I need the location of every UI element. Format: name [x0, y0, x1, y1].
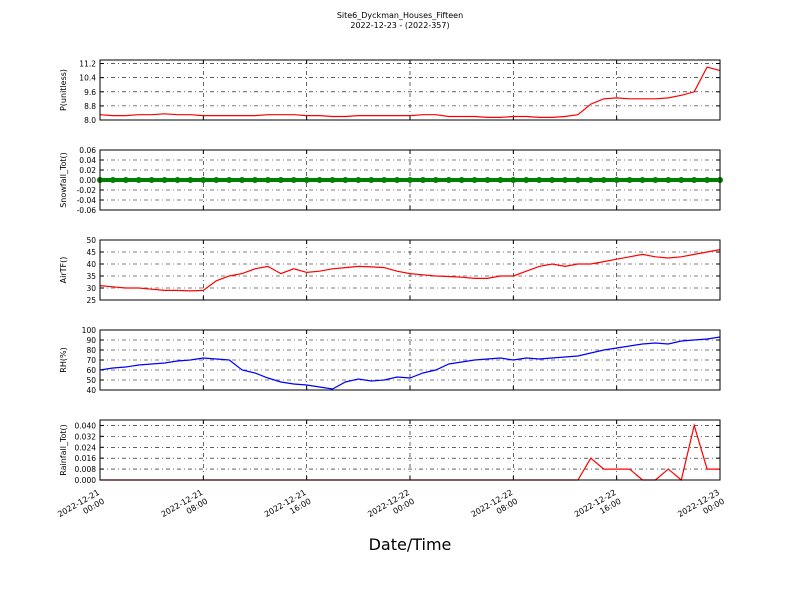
plot-frame	[99, 59, 721, 121]
data-line	[99, 66, 721, 119]
y-tick-label: 35	[86, 272, 96, 281]
y-tick-label: 0.06	[79, 146, 96, 155]
y-tick-label: 90	[86, 336, 96, 345]
chart-subtitle: 2022-12-23 - (2022-357)	[350, 21, 449, 30]
y-axis-label: Snowfall_Tot()	[59, 152, 68, 208]
y-tick-label: 100	[82, 326, 97, 335]
y-tick-label: 50	[86, 236, 96, 245]
y-tick-label: 0.016	[75, 454, 97, 463]
y-tick-label: 40	[86, 386, 96, 395]
y-tick-label: 30	[86, 284, 96, 293]
y-tick-label: -0.06	[77, 206, 97, 215]
y-tick-label: 50	[86, 376, 96, 385]
y-axis-label: P(unitless)	[59, 69, 68, 111]
y-tick-label: 8.8	[84, 102, 96, 111]
y-tick-label: 0.02	[79, 166, 96, 175]
x-axis-label: Date/Time	[369, 535, 452, 554]
x-tick-label: 2022-12-2208:00	[470, 488, 520, 528]
y-tick-label: 80	[86, 346, 96, 355]
y-axis-label: Rainfall_Tot()	[59, 424, 68, 476]
y-tick-label: 9.6	[84, 88, 96, 97]
data-line	[99, 336, 721, 390]
y-tick-label: 0.040	[75, 421, 97, 430]
y-tick-label: 0.04	[79, 156, 96, 165]
y-axis-label: AirTF()	[59, 257, 68, 284]
plot-frame	[99, 329, 721, 391]
x-tick-label: 2022-12-2100:00	[56, 488, 106, 528]
y-tick-label: 70	[86, 356, 96, 365]
y-tick-label: 25	[86, 296, 96, 305]
y-tick-label: 8.0	[84, 116, 96, 125]
y-tick-label: 10.4	[79, 74, 96, 83]
plot-frame	[99, 239, 721, 301]
x-tick-label: 2022-12-2216:00	[573, 488, 623, 528]
data-line	[99, 249, 721, 292]
y-tick-label: 45	[86, 248, 96, 257]
chart-title: Site6_Dyckman_Houses_Fifteen	[337, 11, 463, 20]
x-tick-label: 2022-12-2108:00	[160, 488, 210, 528]
plot-frame	[99, 419, 721, 481]
x-tick-label: 2022-12-2300:00	[676, 488, 726, 528]
x-tick-label: 2022-12-2116:00	[263, 488, 313, 528]
y-tick-label: 60	[86, 366, 96, 375]
y-tick-label: 0.024	[75, 443, 97, 452]
y-tick-label: 0.000	[75, 476, 97, 485]
plot-frame	[99, 149, 721, 211]
y-tick-label: 40	[86, 260, 96, 269]
y-axis-label: RH(%)	[59, 347, 68, 372]
y-tick-label: -0.02	[77, 186, 97, 195]
x-tick-label: 2022-12-2200:00	[366, 488, 416, 528]
y-tick-label: 0.008	[75, 465, 97, 474]
y-tick-label: -0.04	[77, 196, 97, 205]
y-tick-label: 11.2	[79, 60, 96, 69]
y-tick-label: 0.00	[79, 176, 96, 185]
y-tick-label: 0.032	[75, 432, 97, 441]
